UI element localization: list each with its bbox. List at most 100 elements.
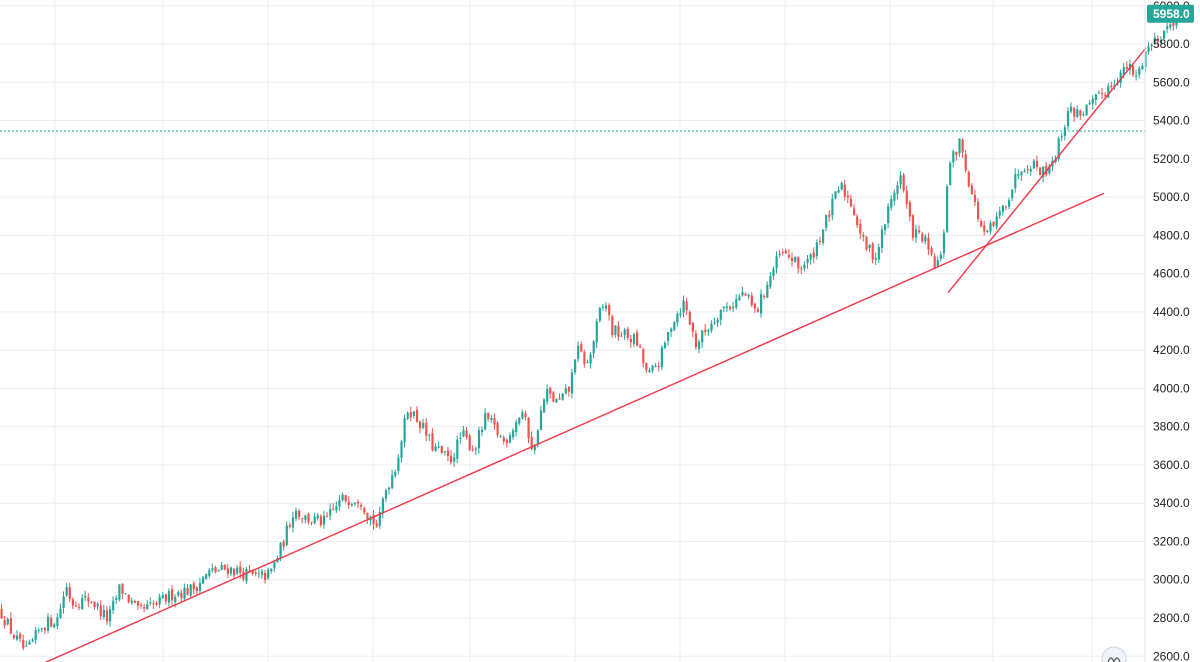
candle — [654, 362, 657, 368]
candle — [295, 507, 298, 522]
candle — [443, 450, 446, 456]
candle — [515, 419, 518, 437]
candle — [1147, 41, 1150, 55]
candle — [0, 603, 3, 619]
candle — [56, 612, 59, 630]
candle — [171, 585, 174, 606]
candle — [496, 420, 499, 438]
candle — [1085, 104, 1088, 116]
candle — [902, 172, 905, 193]
candle — [363, 506, 366, 515]
candle — [580, 341, 583, 353]
candle — [155, 601, 158, 607]
candle — [710, 320, 713, 333]
candle — [307, 512, 310, 525]
candle — [651, 365, 654, 374]
candle — [549, 386, 552, 399]
candle — [828, 209, 831, 222]
candle — [688, 310, 691, 326]
candle — [1132, 62, 1135, 78]
candle — [946, 184, 949, 234]
candle — [1156, 35, 1159, 47]
candle — [905, 185, 908, 209]
candle — [756, 307, 760, 313]
candle — [189, 584, 192, 598]
candle — [877, 243, 880, 264]
candle — [474, 446, 477, 455]
candle — [428, 433, 431, 441]
candle — [260, 568, 264, 579]
candle — [760, 289, 763, 318]
candle — [211, 563, 214, 573]
candle — [729, 305, 732, 312]
candle — [933, 253, 936, 270]
price-axis[interactable]: 2600.0 2800.0 3000.0 3200.0 3400.0 3600.0 3800… — [1144, 0, 1190, 662]
candle — [694, 330, 698, 350]
candle — [564, 384, 567, 395]
candle — [1110, 81, 1113, 91]
candle — [887, 203, 890, 229]
candle — [1070, 102, 1073, 114]
candle — [561, 393, 564, 401]
candle — [40, 627, 43, 633]
y-tick-label: 5400.0 — [1153, 114, 1190, 128]
candle — [59, 603, 62, 619]
candle — [676, 311, 679, 327]
y-tick-label: 4600.0 — [1153, 267, 1190, 281]
candle — [586, 359, 589, 364]
candle — [1001, 204, 1004, 216]
candle — [31, 637, 34, 643]
candle — [1011, 188, 1014, 202]
candle — [589, 352, 592, 369]
candle — [546, 384, 549, 405]
candle — [78, 603, 81, 611]
candle — [149, 597, 152, 606]
candle — [192, 581, 195, 595]
last-price-label: 5958.0 — [1153, 7, 1190, 21]
candle — [288, 522, 291, 529]
candle — [84, 590, 87, 602]
candle — [180, 589, 183, 602]
candle — [527, 417, 530, 444]
candle — [915, 225, 918, 243]
candle — [570, 369, 574, 399]
candle — [918, 225, 921, 234]
wave-icon[interactable] — [1101, 646, 1127, 662]
candle — [577, 341, 580, 363]
candle — [555, 398, 558, 404]
candle — [908, 200, 911, 222]
candle — [648, 367, 651, 373]
candle — [521, 409, 524, 420]
y-tick-label: 5000.0 — [1153, 190, 1190, 204]
candle — [220, 561, 223, 571]
candle — [617, 321, 620, 341]
candle — [769, 272, 772, 289]
candle — [115, 595, 118, 605]
candle — [490, 414, 493, 423]
candle — [338, 495, 341, 511]
candle — [732, 301, 735, 312]
candle — [682, 295, 685, 318]
candle — [818, 236, 822, 245]
candle — [1048, 163, 1051, 176]
trendline[interactable] — [947, 47, 1147, 294]
candle — [1073, 106, 1076, 122]
candle — [1004, 205, 1008, 211]
candle — [673, 320, 676, 332]
candle — [9, 612, 12, 635]
candle — [400, 439, 403, 463]
candle — [574, 359, 577, 375]
candle — [375, 519, 378, 528]
candle — [1026, 165, 1029, 174]
candle — [846, 190, 849, 204]
candle — [440, 445, 443, 455]
candle — [471, 445, 474, 452]
candle — [874, 252, 877, 266]
candle — [313, 512, 316, 525]
candle — [3, 615, 6, 629]
candle — [301, 517, 304, 524]
trendline[interactable] — [42, 192, 1105, 662]
candle — [973, 189, 977, 207]
